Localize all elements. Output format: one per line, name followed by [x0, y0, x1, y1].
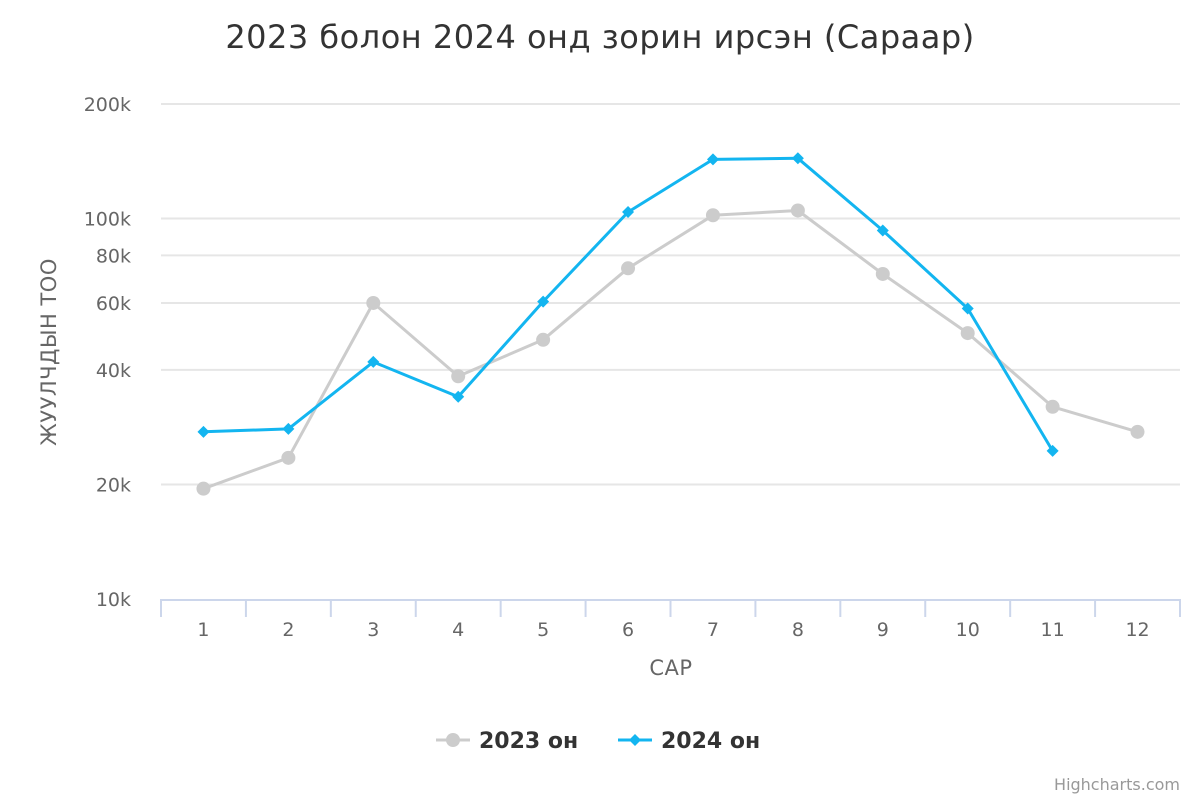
y-axis-ticks: 10k 20k 40k 60k 80k 100k 200k — [84, 94, 131, 611]
legend-diamond-symbol[interactable] — [629, 734, 641, 746]
legend[interactable]: 2023 он 2024 он — [436, 729, 760, 754]
legend-circle-symbol[interactable] — [446, 733, 460, 747]
data-point[interactable] — [451, 369, 466, 384]
data-point[interactable] — [960, 326, 975, 341]
x-tick-label: 6 — [622, 619, 634, 641]
x-tick-label: 8 — [792, 619, 804, 641]
data-point[interactable] — [367, 355, 380, 368]
x-tick-label: 2 — [282, 619, 294, 641]
y-tick-label: 80k — [96, 245, 131, 267]
y-tick-label: 200k — [84, 94, 131, 116]
y-tick-label: 10k — [96, 589, 131, 611]
plot-area — [196, 152, 1145, 496]
data-point[interactable] — [790, 203, 805, 218]
data-point[interactable] — [1045, 399, 1060, 414]
data-point[interactable] — [281, 450, 296, 465]
data-point[interactable] — [705, 208, 720, 223]
data-point[interactable] — [197, 425, 210, 438]
y-tick-label: 40k — [96, 360, 131, 382]
legend-item[interactable]: 2024 он — [618, 729, 760, 754]
data-point[interactable] — [875, 266, 890, 281]
y-tick-label: 100k — [84, 209, 131, 231]
x-tick-label: 9 — [877, 619, 889, 641]
y-axis-title: ЖУУЛЧДЫН ТОО — [37, 258, 61, 446]
data-point[interactable] — [452, 390, 465, 403]
x-tick-label: 7 — [707, 619, 719, 641]
legend-label: 2023 он — [479, 729, 578, 754]
series-1 — [196, 203, 1145, 496]
x-tick-label: 11 — [1041, 619, 1065, 641]
data-point[interactable] — [366, 295, 381, 310]
data-point[interactable] — [791, 152, 804, 165]
x-axis-title: САР — [649, 656, 692, 680]
legend-item[interactable]: 2023 он — [436, 729, 578, 754]
data-point[interactable] — [621, 261, 636, 276]
x-tick-label: 1 — [197, 619, 209, 641]
chart-title: 2023 болон 2024 онд зорин ирсэн (Сараар) — [225, 18, 974, 56]
data-point[interactable] — [1046, 444, 1059, 457]
data-point[interactable] — [537, 295, 550, 308]
credits-link[interactable]: Highcharts.com — [1054, 775, 1180, 794]
series-line — [202, 209, 1138, 491]
data-point[interactable] — [196, 481, 211, 496]
x-tick-label: 12 — [1125, 619, 1149, 641]
data-point[interactable] — [876, 224, 889, 237]
data-point[interactable] — [1130, 424, 1145, 439]
data-point[interactable] — [961, 302, 974, 315]
x-tick-label: 5 — [537, 619, 549, 641]
grid-lines — [161, 103, 1180, 486]
data-point[interactable] — [536, 332, 551, 347]
data-point[interactable] — [282, 422, 295, 435]
x-tick-label: 3 — [367, 619, 379, 641]
y-tick-label: 20k — [96, 474, 131, 496]
data-point[interactable] — [622, 206, 635, 219]
series-2 — [197, 152, 1059, 457]
x-tick-label: 4 — [452, 619, 464, 641]
legend-label: 2024 он — [661, 729, 760, 754]
y-tick-label: 60k — [96, 293, 131, 315]
data-point[interactable] — [706, 153, 719, 166]
x-tick-label: 10 — [956, 619, 980, 641]
x-axis: 1 2 3 4 5 6 7 8 9 10 11 12 — [160, 599, 1181, 641]
